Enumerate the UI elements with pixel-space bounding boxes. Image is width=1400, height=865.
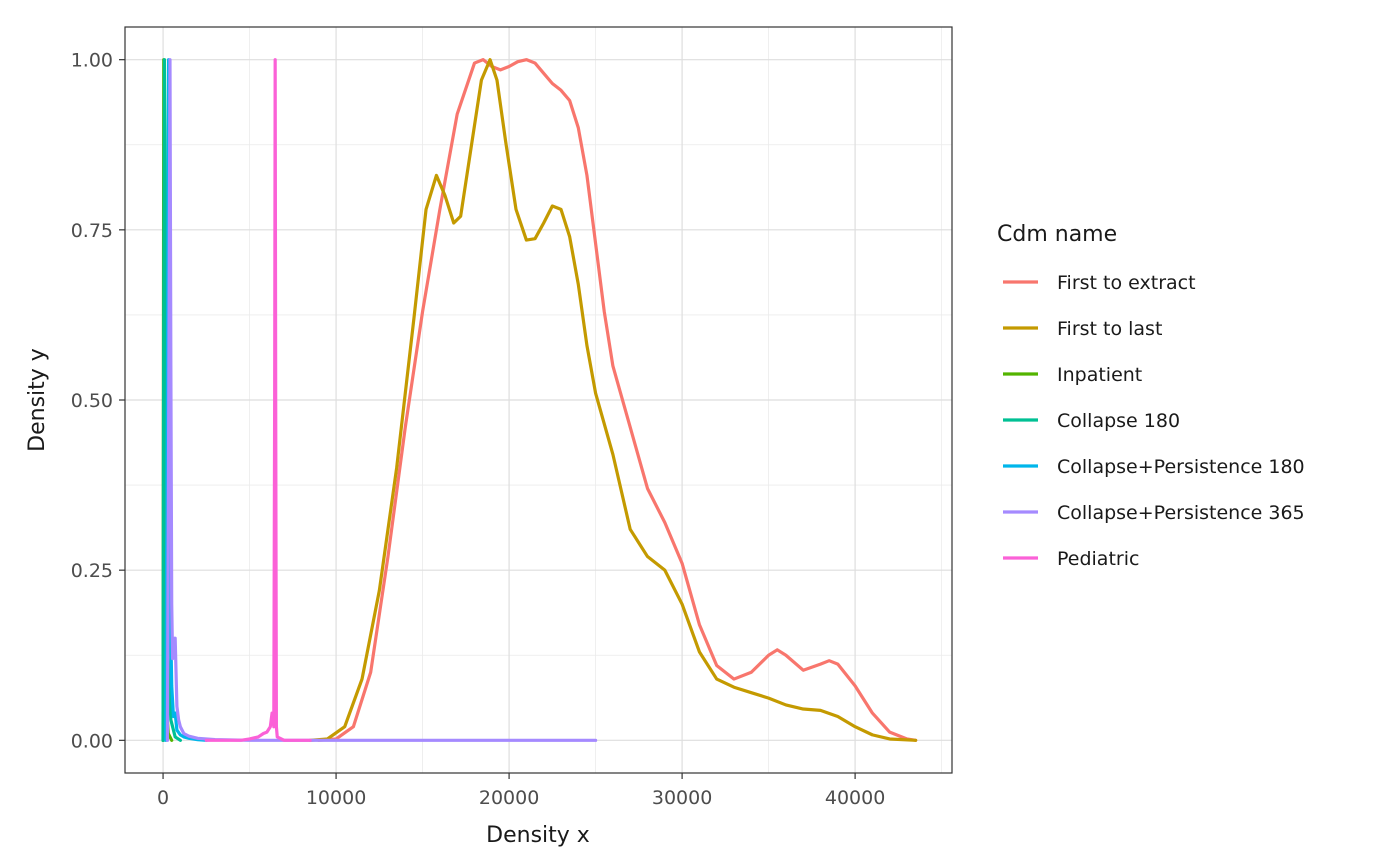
x-tick-label: 20000 — [479, 787, 539, 809]
y-tick-label: 0.25 — [71, 560, 113, 582]
y-tick-label: 0.50 — [71, 390, 113, 412]
series-layer — [161, 58, 918, 742]
y-axis: 0.00 0.25 0.50 0.75 1.00 — [71, 50, 125, 752]
x-tick-label: 30000 — [652, 787, 712, 809]
series-line-first-to-extract — [317, 58, 918, 742]
legend: Cdm name First to extract First to last In… — [997, 222, 1305, 570]
y-tick-label: 1.00 — [71, 50, 113, 72]
x-axis-title: Density x — [486, 823, 590, 848]
y-tick-label: 0.00 — [71, 730, 113, 752]
legend-label-first-to-last: First to last — [1057, 318, 1162, 340]
y-axis-title: Density y — [25, 348, 50, 452]
legend-label-inpatient: Inpatient — [1057, 364, 1142, 386]
legend-title: Cdm name — [997, 222, 1117, 247]
series-line-pediatric — [204, 58, 312, 742]
x-tick-label: 0 — [157, 787, 169, 809]
series-line-first-to-last — [308, 58, 918, 742]
legend-label-collapse-persistence-180: Collapse+Persistence 180 — [1057, 456, 1305, 478]
x-tick-label: 40000 — [825, 787, 885, 809]
legend-label-collapse-180: Collapse 180 — [1057, 410, 1180, 432]
y-tick-label: 0.75 — [71, 220, 113, 242]
legend-label-first-to-extract: First to extract — [1057, 272, 1196, 294]
legend-label-pediatric: Pediatric — [1057, 548, 1139, 570]
legend-label-collapse-persistence-365: Collapse+Persistence 365 — [1057, 502, 1305, 524]
x-tick-label: 10000 — [306, 787, 366, 809]
x-axis: 0 10000 20000 30000 40000 — [157, 773, 885, 809]
